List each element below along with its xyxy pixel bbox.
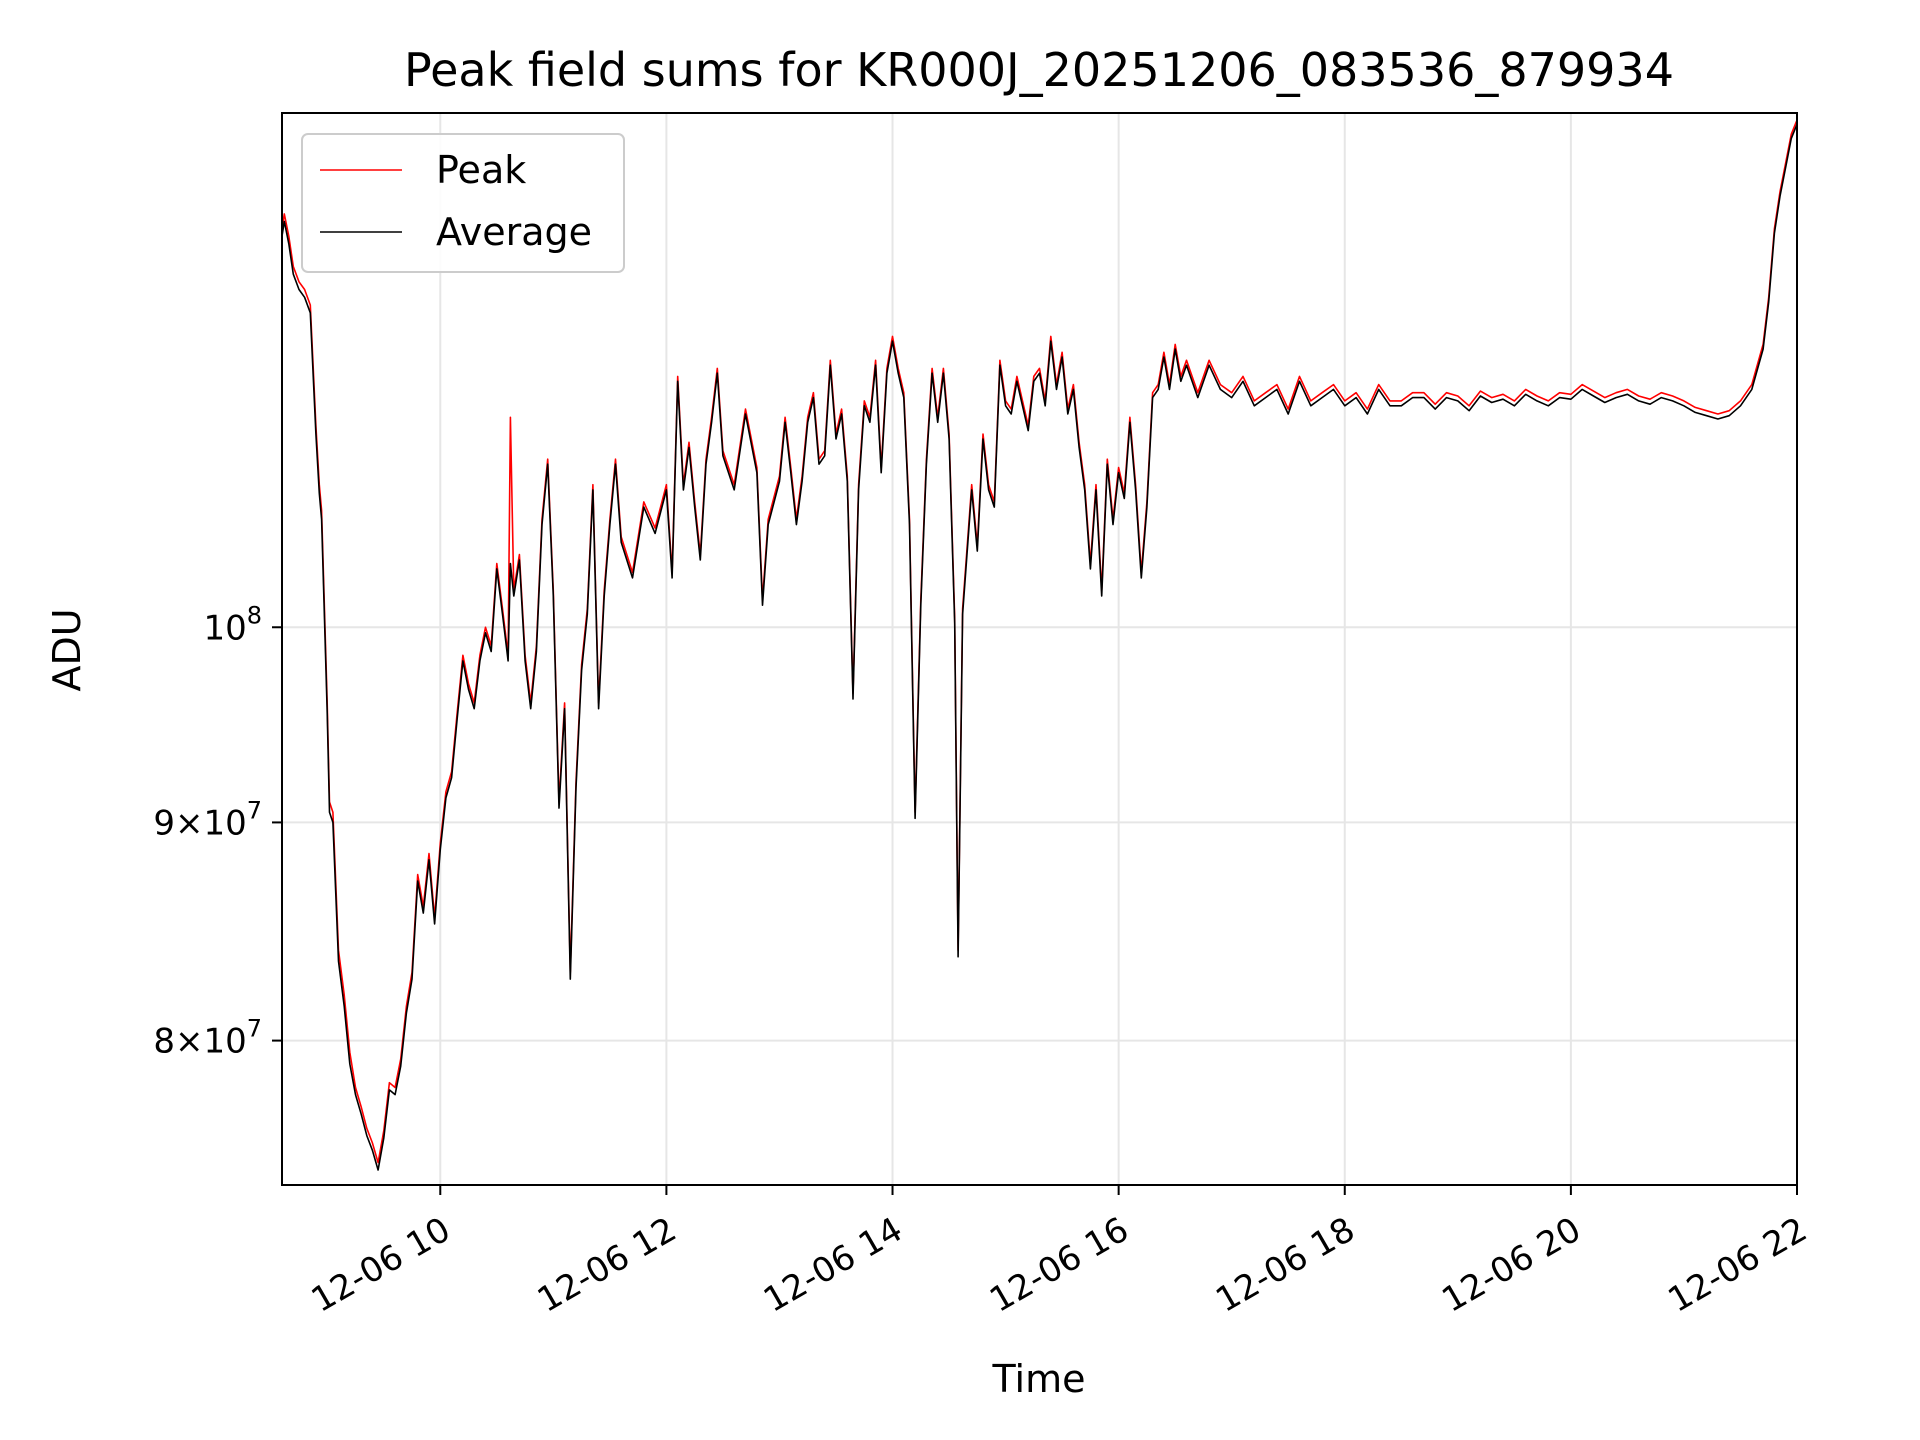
plot-lines <box>281 119 1798 1171</box>
legend-label-average: Average <box>436 210 592 254</box>
plot-frame <box>281 112 1798 1186</box>
y-tick-label: 108 <box>203 601 262 648</box>
legend: Peak Average <box>301 133 625 273</box>
y-axis-ticks: 8×107 9×107 108 <box>153 601 282 1062</box>
legend-label-peak: Peak <box>436 148 526 192</box>
y-tick-label: 9×107 <box>153 796 262 843</box>
legend-box <box>301 133 625 273</box>
y-axis-label: ADU <box>45 608 89 691</box>
series-line-average <box>281 124 1798 1171</box>
chart-title: Peak field sums for KR000J_20251206_0835… <box>404 43 1674 97</box>
y-tick-label: 8×107 <box>153 1015 262 1062</box>
x-axis-label: Time <box>992 1357 1086 1401</box>
